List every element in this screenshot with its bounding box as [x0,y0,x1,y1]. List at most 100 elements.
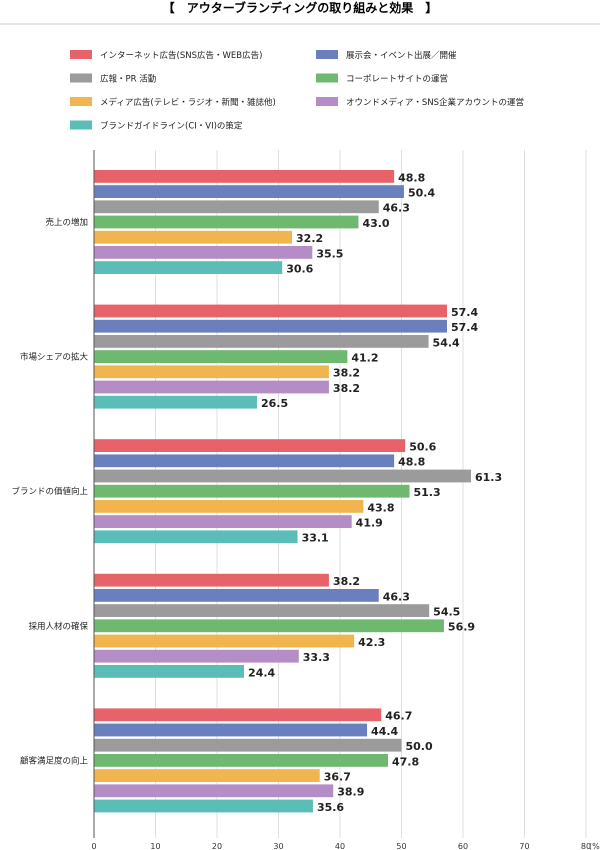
category-label-1: 売上の増加 [45,217,88,228]
bar-4-1 [94,573,329,587]
legend-label-7: ブランドガイドライン(CI・VI)の策定 [100,121,243,132]
bar-5-1 [94,708,382,722]
legend-swatch-5 [70,97,92,106]
bar-2-6 [94,380,329,394]
bar-3-4 [94,484,410,498]
value-label-2-2: 57.4 [451,321,478,334]
bar-2-3 [94,335,429,348]
bar-5-6 [94,784,334,798]
bar-1-4 [94,215,359,229]
x-tick-label-20: 20 [212,842,222,850]
bar-1-5 [94,230,293,244]
bar-5-4 [94,754,388,767]
bar-4-3 [94,604,430,617]
legend-label-3: 広報・PR 活動 [100,74,156,85]
value-label-4-6: 33.3 [303,651,330,664]
legend-label-2: 展示会・イベント出展／開催 [346,50,457,61]
bar-2-1 [94,304,448,318]
value-label-5-4: 47.8 [392,755,419,768]
legend-label-5: メディア広告(テレビ・ラジオ・新聞・雑誌他) [100,97,276,108]
bar-4-5 [94,634,355,648]
legend-swatch-3 [70,73,92,83]
value-label-1-2: 50.4 [408,187,435,200]
value-label-4-2: 46.3 [383,590,410,603]
bar-3-3 [94,469,471,483]
legend: インターネット広告(SNS広告・WEB広告) 広報・PR 活動メディア広告(テレビ… [70,50,524,132]
category-label-4: 採用人材の確保 [28,621,88,632]
legend-swatch-4 [316,73,338,83]
value-label-2-6: 38.2 [333,382,360,395]
bar-1-6 [94,246,313,259]
legend-swatch-2 [316,50,338,59]
bar-3-1 [94,439,406,452]
category-label-3: ブランドの価値向上 [11,486,88,497]
bar-1-1 [94,170,395,183]
bar-4-4 [94,619,444,633]
x-tick-label-60: 60 [458,842,468,850]
bar-2-4 [94,350,348,363]
legend-swatch-6 [316,97,338,106]
value-label-1-4: 43.0 [362,217,389,230]
bar-2-2 [94,319,448,333]
bar-3-5 [94,500,364,513]
value-label-5-2: 44.4 [371,725,398,738]
x-tick-label-10: 10 [150,842,160,850]
value-label-2-3: 54.4 [433,336,460,349]
value-label-3-6: 41.9 [356,517,383,530]
bar-2-7 [94,395,257,409]
value-label-5-6: 38.9 [337,786,364,799]
value-label-3-5: 43.8 [367,501,394,514]
bar-4-2 [94,589,379,602]
x-tick-label-0: 0 [91,842,96,850]
value-label-1-3: 46.3 [383,202,410,215]
value-label-5-3: 50.0 [406,740,433,753]
x-tick-label-30: 30 [273,842,283,850]
value-label-2-4: 41.2 [351,352,378,365]
bars: 48.8 50.4 46.3 43.0 32.2 35.530.6 57.4 57.4 54.4… [94,170,502,814]
bar-1-2 [94,185,404,198]
legend-label-4: コーポレートサイトの運営 [346,74,448,85]
value-label-1-5: 32.2 [296,232,323,245]
value-label-3-4: 51.3 [413,486,440,499]
value-label-2-1: 57.4 [451,306,478,319]
bar-5-7 [94,799,313,813]
chart-title: 【 アウターブランディングの取り組みと効果 】 [163,0,437,15]
bar-1-3 [94,200,379,214]
x-tick-label-50: 50 [396,842,406,850]
value-label-3-3: 61.3 [475,471,502,484]
legend-label-1: インターネット広告(SNS広告・WEB広告) [100,50,262,61]
x-axis-unit: (%) [589,842,600,850]
value-label-3-2: 48.8 [398,456,425,469]
legend-label-6: オウンドメディア・SNS企業アカウントの運営 [346,97,524,108]
bar-3-2 [94,454,395,468]
value-label-3-7: 33.1 [302,532,329,545]
bar-4-6 [94,649,299,663]
bar-5-3 [94,738,402,752]
bar-3-7 [94,530,298,544]
axis: 0 10 20 30 40 50 60 70 80(%) 売上の増加市場シェアの拡大ブランドの価値… [11,150,600,850]
bar-1-7 [94,261,283,274]
value-label-1-6: 35.5 [316,247,343,260]
value-label-5-5: 36.7 [324,771,351,784]
bar-2-5 [94,365,329,379]
bar-5-2 [94,723,368,737]
x-tick-label-80: 80 [581,842,591,850]
value-label-1-7: 30.6 [286,263,313,276]
value-label-2-5: 38.2 [333,367,360,380]
x-tick-label-70: 70 [519,842,529,850]
value-label-4-5: 42.3 [358,636,385,649]
bar-5-5 [94,769,320,782]
category-label-5: 顧客満足度の向上 [20,755,89,766]
x-tick-label-40: 40 [335,842,345,850]
value-label-3-1: 50.6 [409,441,436,454]
value-label-4-3: 54.5 [433,606,460,619]
value-label-1-1: 48.8 [398,171,425,184]
legend-swatch-7 [70,120,92,130]
value-label-4-1: 38.2 [333,575,360,588]
bar-3-6 [94,515,352,528]
value-label-2-7: 26.5 [261,397,288,410]
category-label-2: 市場シェアの拡大 [20,352,89,363]
value-label-4-4: 56.9 [448,621,475,634]
value-label-5-1: 46.7 [385,710,412,723]
